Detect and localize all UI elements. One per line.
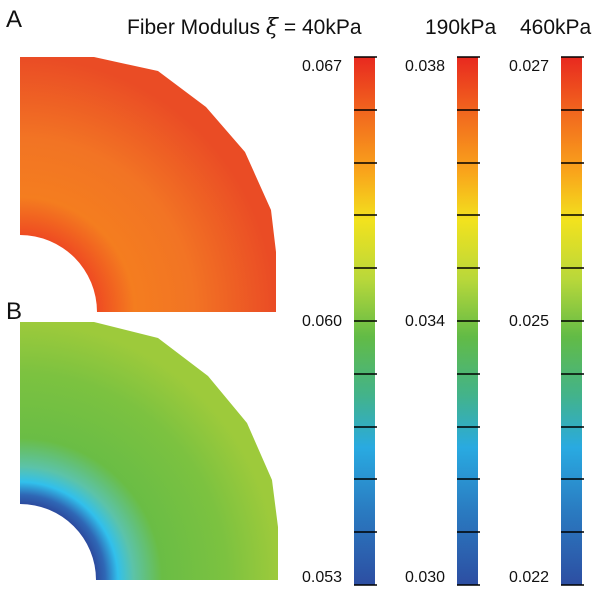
annulus-panel-b [20,322,278,580]
panel-label-a: A [6,6,23,33]
colorbar-1 [354,56,377,586]
colorbar-2 [457,56,480,586]
fiber-modulus-title: Fiber Modulus ξ = 40kPa [127,17,362,39]
colorbar-2-max-label: 0.038 [405,58,446,75]
colorbar-1-mid-label: 0.060 [302,313,343,330]
modulus-460-label: 460kPa [520,16,592,39]
xi-symbol: ξ [265,15,279,40]
colorbar-3-mid-label: 0.025 [509,313,550,330]
colorbar-2-min-label: 0.030 [405,569,446,586]
colorbar-1-max-label: 0.067 [302,58,343,75]
annulus-panel-a [20,57,276,312]
colorbar-3-min-label: 0.022 [509,569,550,586]
colorbar-1-min-label: 0.053 [302,569,343,586]
modulus-190-label: 190kPa [425,16,497,39]
colorbar-3-max-label: 0.027 [509,58,550,75]
colorbar-3 [561,56,584,586]
title-prefix: Fiber Modulus [127,16,261,39]
colorbar-2-mid-label: 0.034 [405,313,446,330]
title-eq: = 40kPa [283,16,362,39]
panel-label-b: B [6,298,23,325]
